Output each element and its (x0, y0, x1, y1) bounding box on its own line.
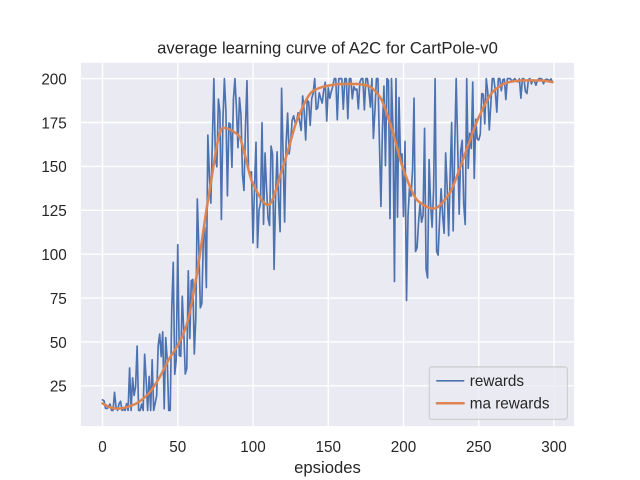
svg-text:200: 200 (391, 439, 416, 456)
svg-text:250: 250 (466, 439, 491, 456)
svg-text:ma rewards: ma rewards (470, 396, 550, 413)
svg-text:150: 150 (316, 439, 341, 456)
svg-text:average learning curve of A2C: average learning curve of A2C for CartPo… (157, 39, 498, 58)
svg-text:epsiodes: epsiodes (294, 458, 361, 477)
svg-text:50: 50 (169, 439, 186, 456)
svg-text:25: 25 (50, 379, 67, 396)
svg-text:100: 100 (240, 439, 265, 456)
svg-text:125: 125 (41, 203, 66, 220)
svg-text:175: 175 (41, 115, 66, 132)
svg-text:200: 200 (41, 71, 66, 88)
svg-text:300: 300 (541, 439, 566, 456)
svg-text:150: 150 (41, 159, 66, 176)
svg-text:100: 100 (41, 247, 66, 264)
svg-text:0: 0 (98, 439, 107, 456)
svg-text:rewards: rewards (470, 373, 525, 390)
svg-text:50: 50 (50, 335, 67, 352)
svg-text:75: 75 (50, 291, 67, 308)
